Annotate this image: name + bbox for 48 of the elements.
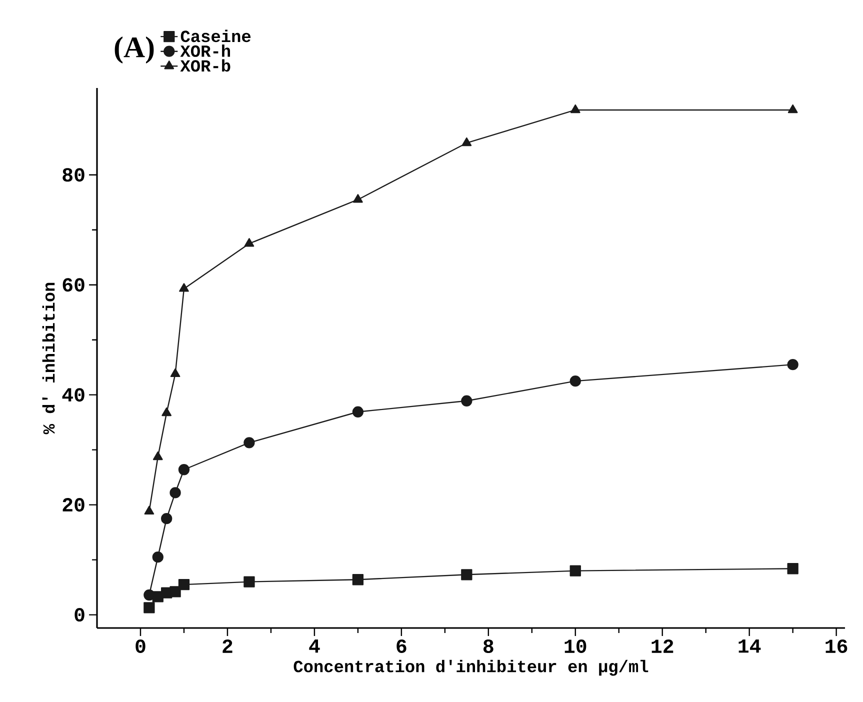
point bbox=[461, 395, 472, 406]
point bbox=[144, 506, 154, 515]
point bbox=[570, 376, 581, 387]
point bbox=[162, 407, 172, 416]
x-tick-label: 2 bbox=[222, 639, 232, 653]
legend-label: XOR-b bbox=[180, 59, 230, 72]
x-tick-label: 0 bbox=[136, 639, 146, 654]
point bbox=[244, 576, 255, 588]
point bbox=[788, 104, 798, 114]
point bbox=[170, 586, 181, 598]
point bbox=[244, 437, 255, 448]
point bbox=[462, 137, 472, 146]
x-tick-label: 4 bbox=[309, 639, 320, 653]
point bbox=[353, 194, 363, 203]
point bbox=[570, 565, 581, 576]
x-tick-label: 6 bbox=[396, 639, 406, 654]
point bbox=[161, 512, 172, 524]
point bbox=[170, 487, 181, 498]
point bbox=[152, 551, 164, 563]
chart-title: (A) bbox=[114, 36, 154, 64]
point bbox=[244, 238, 254, 247]
x-tick-label: 12 bbox=[652, 639, 674, 653]
y-axis-title: % d' inhibition bbox=[42, 282, 55, 434]
x-tick-label: 16 bbox=[826, 639, 848, 654]
point bbox=[352, 574, 364, 586]
x-axis-title: Concentration d'inhibiteur en μg/ml bbox=[294, 660, 648, 676]
point bbox=[787, 563, 798, 574]
y-tick-label: 60 bbox=[62, 278, 84, 292]
y-tick-label: 20 bbox=[62, 498, 84, 512]
point bbox=[178, 464, 190, 476]
point bbox=[170, 368, 180, 378]
point bbox=[144, 602, 155, 614]
x-tick-label: 10 bbox=[564, 639, 586, 654]
point bbox=[179, 283, 189, 292]
point bbox=[352, 406, 364, 418]
x-tick-label: 14 bbox=[738, 639, 761, 653]
y-tick-label: 40 bbox=[62, 388, 84, 402]
legend-label: Caseine bbox=[180, 30, 251, 42]
point bbox=[570, 104, 580, 114]
legend-label: XOR-h bbox=[180, 44, 230, 57]
point bbox=[178, 578, 190, 590]
x-tick-label: 8 bbox=[483, 639, 494, 654]
y-tick-label: 80 bbox=[62, 168, 84, 182]
point bbox=[787, 359, 798, 370]
y-tick-label: 0 bbox=[74, 608, 84, 622]
point bbox=[461, 569, 472, 580]
point bbox=[152, 451, 163, 460]
point bbox=[144, 589, 155, 601]
